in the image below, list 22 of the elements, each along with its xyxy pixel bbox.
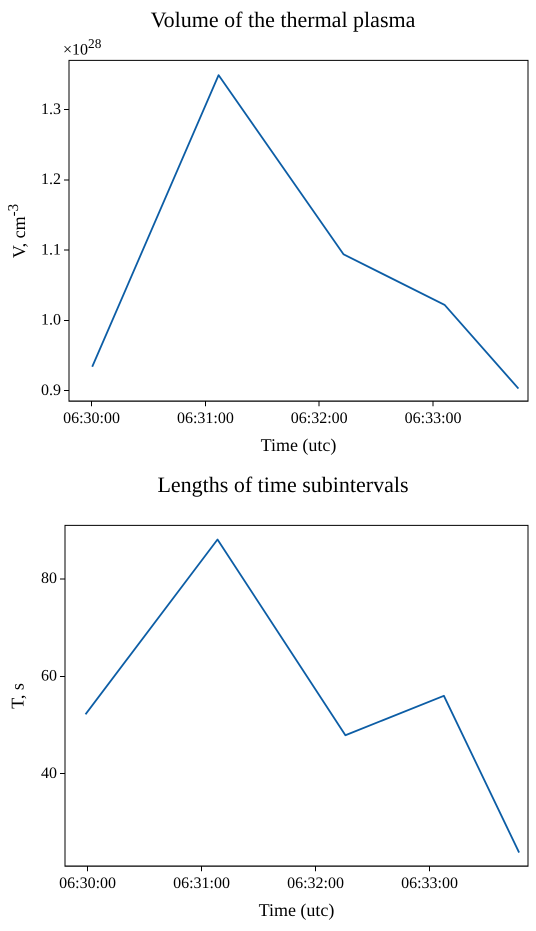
x-axis-title: Time (utc)	[258, 900, 334, 920]
x-tick-label: 06:31:00	[176, 410, 234, 428]
x-tick-label: 06:30:00	[59, 875, 116, 892]
y-tick-label: 1.2	[41, 171, 61, 188]
x-tick-label: 06:32:00	[290, 410, 348, 428]
y-tick-label: 40	[41, 764, 57, 782]
y-tick-label: 1.0	[41, 312, 61, 329]
y-tick-label: 1.3	[41, 100, 61, 118]
y-tick-label: 0.9	[41, 382, 61, 399]
y-tick-label: 60	[41, 668, 57, 685]
x-tick-label: 06:30:00	[63, 410, 120, 428]
text: ×10$^{28}$	[63, 36, 102, 60]
chart-title: Lengths of time subintervals	[157, 472, 409, 497]
x-tick-label: 06:33:00	[404, 410, 462, 428]
y-axis-title: T, s	[8, 682, 28, 709]
x-tick-label: 06:31:00	[173, 875, 230, 892]
x-tick-label: 06:32:00	[287, 875, 344, 892]
chart-title: Volume of the thermal plasma	[150, 6, 416, 32]
x-axis-title: Time (utc)	[260, 434, 336, 455]
y-tick-label: 1.1	[41, 241, 61, 258]
x-tick-label: 06:33:00	[401, 875, 458, 892]
y-tick-label: 80	[41, 570, 57, 588]
